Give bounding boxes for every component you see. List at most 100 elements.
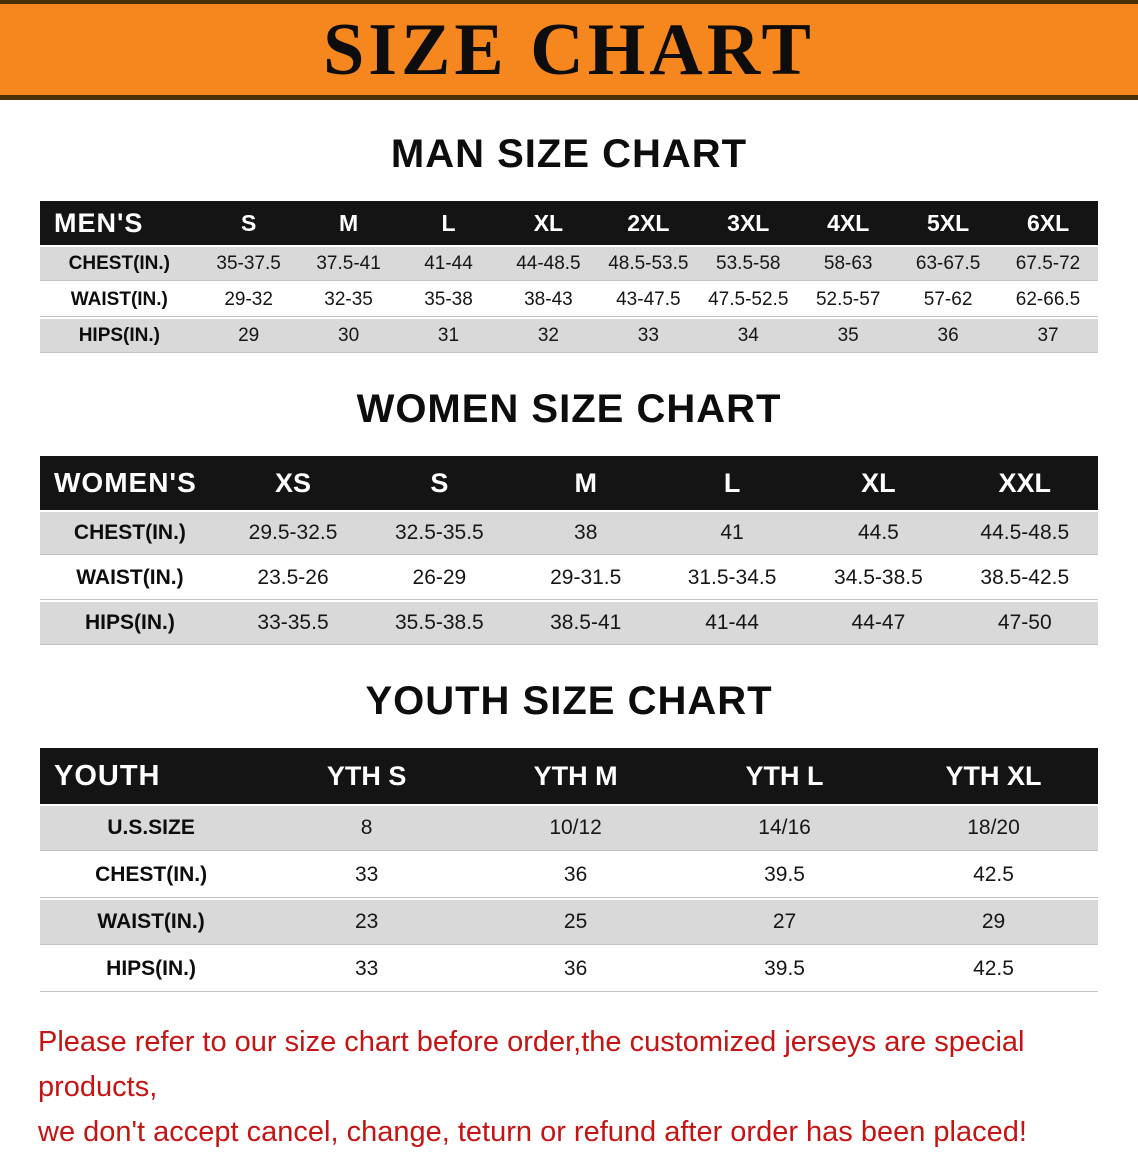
size-column-header: YTH XL <box>889 748 1098 804</box>
size-column-header: 2XL <box>598 201 699 245</box>
men-chart-heading: MAN SIZE CHART <box>390 132 748 176</box>
disclaimer-line-1: Please refer to our size chart before or… <box>38 1026 1025 1103</box>
size-value-cell: 36 <box>898 319 999 353</box>
size-value-cell: 47.5-52.5 <box>698 283 799 317</box>
youth-size-table: YOUTH YTH S YTH M YTH L YTH XL U.S.SIZE 8 10/12… <box>40 746 1098 994</box>
size-value-cell: 44.5-48.5 <box>951 512 1098 555</box>
size-value-cell: 37 <box>998 319 1098 353</box>
measurement-label: CHEST(IN.) <box>40 512 220 555</box>
size-column-header: XL <box>805 456 952 510</box>
size-value-cell: 35.5-38.5 <box>366 602 513 645</box>
women-chart-heading: WOMEN SIZE CHART <box>356 387 782 431</box>
size-value-cell: 32-35 <box>298 283 399 317</box>
measurement-label: WAIST(IN.) <box>40 283 199 317</box>
size-column-header: S <box>366 456 513 510</box>
size-value-cell: 58-63 <box>798 247 899 281</box>
size-value-cell: 33 <box>262 853 472 898</box>
size-column-header: YTH M <box>471 748 681 804</box>
size-value-cell: 41-44 <box>658 602 806 645</box>
size-column-header: S <box>198 201 299 245</box>
table-row: HIPS(IN.) 29 30 31 32 33 34 35 36 37 <box>40 319 1098 353</box>
youth-table-title-cell: YOUTH <box>40 748 263 804</box>
size-value-cell: 43-47.5 <box>598 283 699 317</box>
size-value-cell: 42.5 <box>889 853 1098 898</box>
size-value-cell: 48.5-53.5 <box>598 247 699 281</box>
table-row: CHEST(IN.) 35-37.5 37.5-41 41-44 44-48.5 48.5… <box>40 247 1098 281</box>
size-value-cell: 33 <box>262 947 472 992</box>
size-column-header: 4XL <box>798 201 899 245</box>
men-size-table: MEN'S S M L XL 2XL 3XL 4XL 5XL 6XL CHEST(IN.) 35-37… <box>40 199 1098 355</box>
size-value-cell: 26-29 <box>366 557 513 600</box>
size-value-cell: 41-44 <box>398 247 499 281</box>
table-row: HIPS(IN.) 33-35.5 35.5-38.5 38.5-41 41-44 44-… <box>40 602 1098 645</box>
size-value-cell: 38.5-42.5 <box>951 557 1098 600</box>
size-value-cell: 29-32 <box>198 283 299 317</box>
size-value-cell: 29 <box>198 319 299 353</box>
size-column-header: 6XL <box>998 201 1098 245</box>
youth-chart-heading: YOUTH SIZE CHART <box>365 679 773 723</box>
table-row: CHEST(IN.) 33 36 39.5 42.5 <box>40 853 1098 898</box>
size-value-cell: 34.5-38.5 <box>805 557 952 600</box>
size-value-cell: 57-62 <box>898 283 999 317</box>
measurement-label: WAIST(IN.) <box>40 900 263 945</box>
measurement-label: U.S.SIZE <box>40 806 263 851</box>
banner: SIZE CHART <box>0 0 1138 100</box>
size-value-cell: 53.5-58 <box>698 247 799 281</box>
size-value-cell: 30 <box>298 319 399 353</box>
size-value-cell: 31.5-34.5 <box>658 557 806 600</box>
measurement-label: CHEST(IN.) <box>40 247 199 281</box>
section-men: MAN SIZE CHART MEN'S S M L XL 2XL 3XL 4XL 5XL 6XL… <box>0 132 1138 355</box>
women-header-row: WOMEN'S XS S M L XL XXL <box>40 456 1098 510</box>
size-value-cell: 35 <box>798 319 899 353</box>
size-value-cell: 35-37.5 <box>198 247 299 281</box>
size-value-cell: 38-43 <box>498 283 599 317</box>
size-value-cell: 33 <box>598 319 699 353</box>
charts-area: MAN SIZE CHART MEN'S S M L XL 2XL 3XL 4XL 5XL 6XL… <box>0 132 1138 994</box>
table-row: WAIST(IN.) 29-32 32-35 35-38 38-43 43-47.5 47.… <box>40 283 1098 317</box>
size-column-header: M <box>512 456 659 510</box>
page-title: SIZE CHART <box>323 8 815 91</box>
size-value-cell: 38.5-41 <box>512 602 659 645</box>
measurement-label: HIPS(IN.) <box>40 947 263 992</box>
men-table-title-cell: MEN'S <box>40 201 199 245</box>
size-value-cell: 36 <box>471 947 681 992</box>
size-column-header: L <box>658 456 806 510</box>
size-value-cell: 39.5 <box>680 947 890 992</box>
measurement-label: HIPS(IN.) <box>40 319 199 353</box>
size-value-cell: 39.5 <box>680 853 890 898</box>
size-value-cell: 29.5-32.5 <box>219 512 367 555</box>
size-value-cell: 52.5-57 <box>798 283 899 317</box>
size-value-cell: 67.5-72 <box>998 247 1098 281</box>
table-row: HIPS(IN.) 33 36 39.5 42.5 <box>40 947 1098 992</box>
size-value-cell: 37.5-41 <box>298 247 399 281</box>
section-women: WOMEN SIZE CHART WOMEN'S XS S M L XL XXL CHEST(… <box>0 387 1138 647</box>
size-value-cell: 25 <box>471 900 681 945</box>
size-column-header: XXL <box>951 456 1098 510</box>
size-value-cell: 44-48.5 <box>498 247 599 281</box>
size-value-cell: 10/12 <box>471 806 681 851</box>
measurement-label: HIPS(IN.) <box>40 602 220 645</box>
size-value-cell: 29-31.5 <box>512 557 659 600</box>
measurement-label: CHEST(IN.) <box>40 853 263 898</box>
size-value-cell: 44-47 <box>805 602 952 645</box>
women-table-title-cell: WOMEN'S <box>40 456 220 510</box>
size-value-cell: 44.5 <box>805 512 952 555</box>
size-column-header: XL <box>498 201 599 245</box>
table-row: U.S.SIZE 8 10/12 14/16 18/20 <box>40 806 1098 851</box>
size-value-cell: 35-38 <box>398 283 499 317</box>
size-value-cell: 47-50 <box>951 602 1098 645</box>
section-youth: YOUTH SIZE CHART YOUTH YTH S YTH M YTH L YTH… <box>0 679 1138 994</box>
youth-header-row: YOUTH YTH S YTH M YTH L YTH XL <box>40 748 1098 804</box>
size-column-header: L <box>398 201 499 245</box>
size-value-cell: 23 <box>262 900 472 945</box>
size-value-cell: 8 <box>262 806 472 851</box>
size-value-cell: 36 <box>471 853 681 898</box>
table-row: WAIST(IN.) 23 25 27 29 <box>40 900 1098 945</box>
size-value-cell: 34 <box>698 319 799 353</box>
size-value-cell: 31 <box>398 319 499 353</box>
size-value-cell: 33-35.5 <box>219 602 367 645</box>
size-value-cell: 23.5-26 <box>219 557 367 600</box>
size-value-cell: 32.5-35.5 <box>366 512 513 555</box>
size-value-cell: 18/20 <box>889 806 1098 851</box>
